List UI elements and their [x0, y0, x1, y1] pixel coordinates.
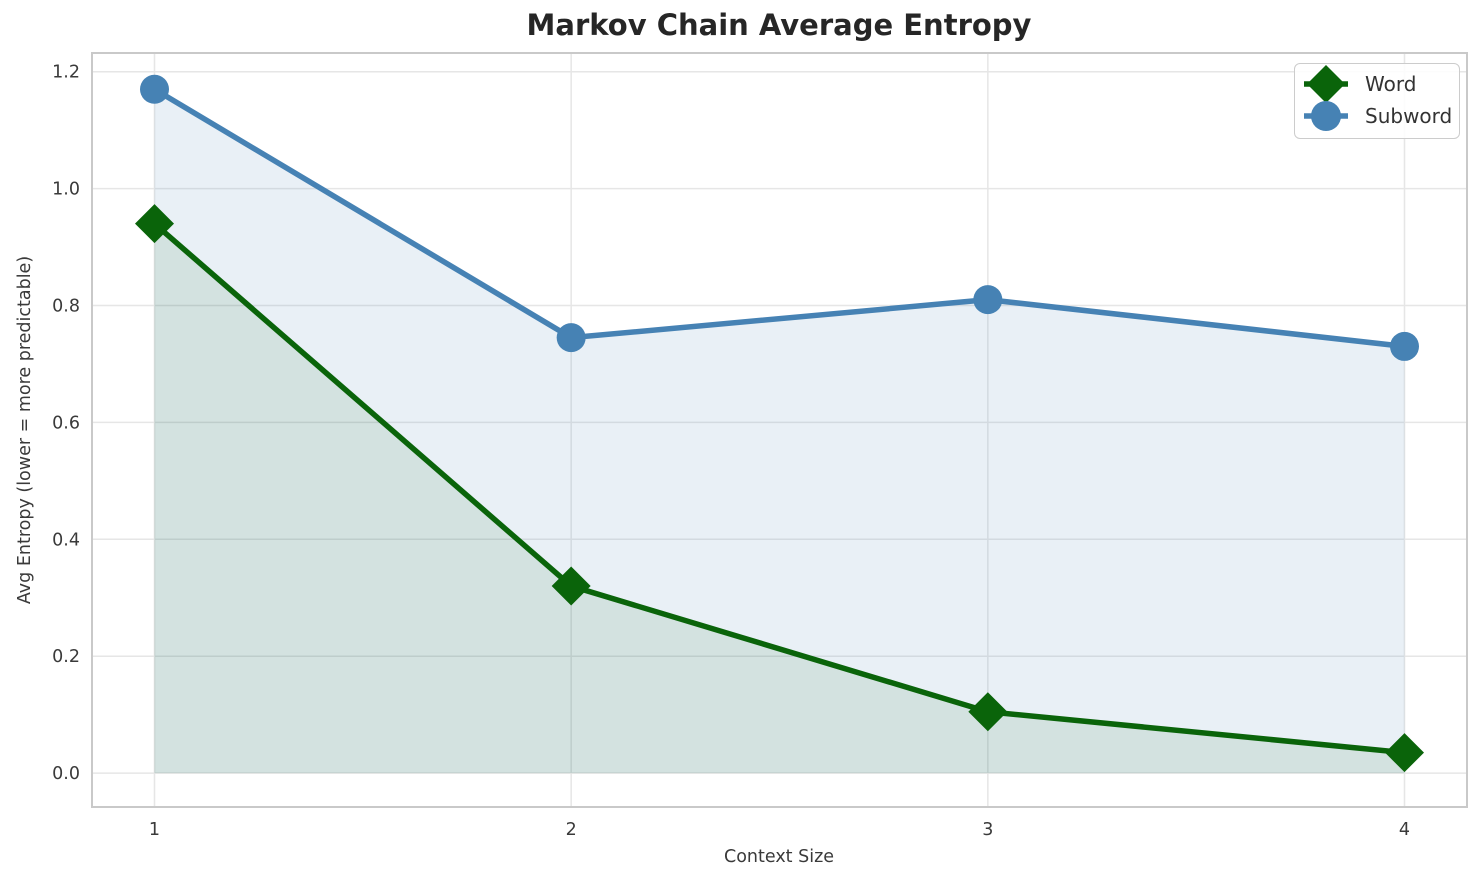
- subword-marker: [973, 285, 1003, 315]
- x-tick-label: 1: [149, 820, 160, 840]
- word-line: [151, 220, 1408, 756]
- y-tick-label: 0.6: [52, 413, 80, 433]
- legend-label-subword: Subword: [1365, 104, 1453, 128]
- x-tick-label: 2: [566, 820, 577, 840]
- plot-border: [91, 52, 1468, 808]
- chart-title: Markov Chain Average Entropy: [526, 8, 1032, 42]
- y-tick-label: 0.0: [52, 764, 80, 784]
- word-marker: [551, 566, 591, 606]
- word-area-fill: [154, 223, 1405, 774]
- y-tick-label: 0.4: [52, 530, 80, 550]
- y-tick-label: 1.0: [52, 180, 80, 200]
- y-axis-label: Avg Entropy (lower = more predictable): [15, 255, 35, 605]
- word-marker: [135, 204, 174, 244]
- x-axis-label: Context Size: [723, 847, 835, 867]
- legend-item-subword: Subword: [1299, 100, 1453, 132]
- x-tick-label: 4: [1399, 820, 1410, 840]
- subword-series-marker-icon: [1304, 101, 1348, 131]
- legend: Word Subword: [1294, 63, 1460, 139]
- y-tick-label: 0.2: [52, 647, 80, 667]
- subword-area-fill: [154, 89, 1405, 774]
- subword-marker: [140, 74, 169, 104]
- x-tick-label: 3: [982, 820, 993, 840]
- word-marker: [968, 692, 1008, 732]
- word-series-marker-icon: [1304, 65, 1348, 103]
- y-tick-label: 1.2: [52, 63, 80, 83]
- legend-item-word: Word: [1299, 65, 1449, 103]
- subword-marker: [556, 323, 586, 353]
- subword-marker: [1390, 331, 1419, 361]
- word-marker: [1385, 733, 1424, 773]
- y-tick-label: 0.8: [52, 297, 80, 317]
- subword-line: [151, 86, 1408, 350]
- legend-label-word: Word: [1365, 72, 1417, 96]
